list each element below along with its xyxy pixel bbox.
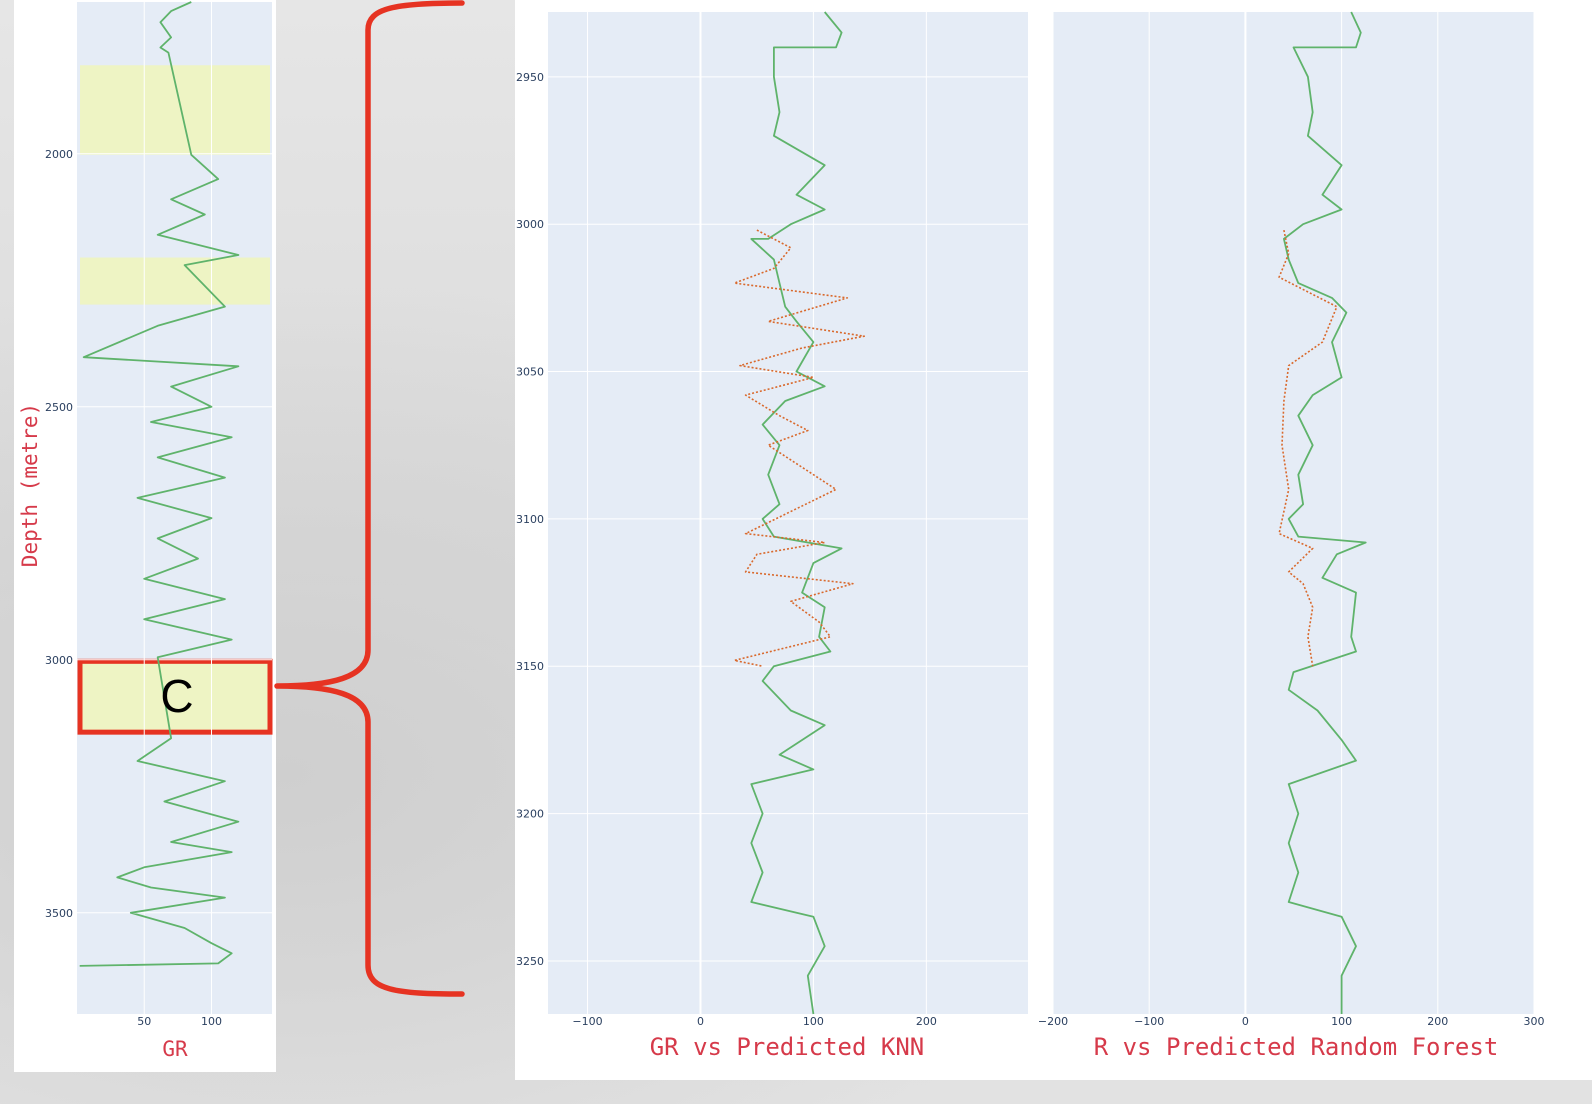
gr-line — [1283, 11, 1367, 1014]
highlight-zone — [80, 257, 270, 305]
x-tick-label: 300 — [1524, 1015, 1545, 1028]
x-tick-label: −200 — [1038, 1015, 1068, 1028]
y-tick-label: 3000 — [516, 218, 544, 231]
gr-line — [750, 11, 843, 1015]
y-tick-label: 3050 — [516, 366, 544, 379]
x-tick-label: 0 — [1242, 1015, 1249, 1028]
x-axis-title: GR vs Predicted KNN — [650, 1033, 925, 1061]
x-tick-label: −100 — [1134, 1015, 1164, 1028]
y-tick-label: 3100 — [516, 513, 544, 526]
y-tick-label: 3000 — [45, 654, 73, 667]
gr-line — [79, 1, 240, 967]
x-tick-label: 100 — [1331, 1015, 1352, 1028]
y-tick-label: 2950 — [516, 71, 544, 84]
y-axis-title: Depth (metre) — [18, 403, 42, 567]
x-tick-label: 200 — [1427, 1015, 1448, 1028]
x-tick-label: 0 — [697, 1015, 704, 1028]
predicted-gr-line — [1278, 229, 1338, 667]
x-tick-label: −100 — [572, 1015, 602, 1028]
x-tick-label: 50 — [137, 1015, 151, 1028]
predicted-gr-line — [733, 229, 866, 667]
y-tick-label: 2500 — [45, 401, 73, 414]
y-tick-label: 3200 — [516, 808, 544, 821]
y-tick-label: 3250 — [516, 955, 544, 968]
zone-c-label: C — [160, 670, 193, 722]
y-tick-label: 3150 — [516, 660, 544, 673]
y-tick-label: 3500 — [45, 907, 73, 920]
x-tick-label: 100 — [803, 1015, 824, 1028]
y-tick-label: 2000 — [45, 148, 73, 161]
zone-c-highlight — [77, 658, 273, 735]
x-axis-title: GR — [162, 1037, 188, 1061]
x-axis-title: R vs Predicted Random Forest — [1094, 1033, 1499, 1061]
zoom-bracket — [274, 0, 465, 997]
x-tick-label: 200 — [916, 1015, 937, 1028]
x-tick-label: 100 — [201, 1015, 222, 1028]
